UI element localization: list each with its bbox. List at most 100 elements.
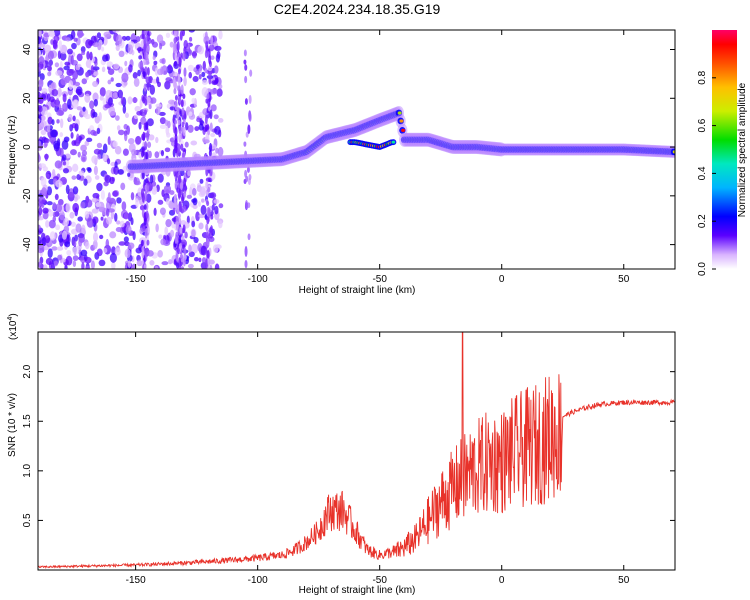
snr-y-multiplier-label: (x10 [8, 320, 19, 340]
svg-text:(x104): (x104) [7, 313, 19, 340]
noise-blob [72, 260, 77, 268]
noise-blob [66, 249, 72, 256]
noise-blob [161, 57, 166, 65]
noise-blob [149, 84, 156, 95]
noise-blob [123, 212, 129, 220]
noise-blob [159, 42, 163, 50]
streak-blob [141, 246, 145, 253]
noise-blob [65, 37, 71, 42]
noise-blob [90, 64, 94, 75]
noise-blob [62, 168, 70, 174]
noise-blob [106, 158, 111, 165]
streak-blob [207, 186, 211, 193]
noise-blob [194, 126, 200, 132]
noise-blob [214, 45, 222, 51]
noise-blob [76, 53, 83, 62]
noise-blob [48, 209, 54, 217]
noise-blob [160, 66, 164, 76]
x-tick-label: -100 [248, 575, 268, 586]
noise-blob [101, 66, 106, 73]
noise-blob [113, 165, 119, 175]
noise-blob [56, 109, 64, 116]
noise-blob [107, 192, 111, 202]
noise-blob [161, 261, 169, 266]
noise-blob [209, 192, 217, 199]
noise-blob [72, 246, 80, 255]
noise-blob [71, 140, 77, 146]
noise-blob [73, 84, 77, 92]
x-tick-label: -150 [126, 274, 146, 285]
noise-blob [201, 86, 209, 97]
noise-blob [115, 115, 120, 121]
streak-blob [180, 188, 184, 196]
noise-blob [38, 49, 42, 58]
noise-blob [138, 55, 143, 60]
noise-blob [91, 197, 99, 203]
streak-blob [178, 56, 182, 68]
noise-blob [90, 129, 97, 136]
colorbar-tick-label: 0.8 [697, 70, 708, 84]
noise-blob [53, 140, 61, 150]
chart-title: C2E4.2024.234.18.35.G19 [274, 1, 441, 17]
noise-blob [199, 178, 204, 184]
noise-blob [43, 44, 52, 53]
y-tick-label: 0 [22, 144, 33, 150]
streak-blob [178, 242, 182, 250]
noise-blob [116, 197, 122, 204]
noise-blob [131, 149, 137, 156]
noise-blob [55, 180, 63, 188]
noise-blob [103, 181, 109, 187]
noise-blob [123, 236, 129, 243]
noise-blob [191, 188, 197, 196]
noise-blob [38, 30, 42, 38]
noise-blob [126, 125, 131, 135]
streak-blob [173, 88, 177, 95]
snr-panel: -150 -100 -50 0 50 0.5 1.0 1.5 2.0 Height of st… [7, 313, 676, 596]
noise-blob [97, 42, 102, 51]
noise-blob [94, 175, 100, 180]
streak-blob [179, 253, 183, 260]
noise-blob [84, 256, 92, 264]
noise-blob [112, 30, 120, 33]
noise-blob [44, 235, 51, 244]
y-tick-label: 20 [22, 92, 33, 104]
noise-blob [135, 135, 142, 145]
noise-blob [57, 254, 63, 261]
ridge-core [401, 128, 406, 132]
noise-blob [57, 87, 62, 97]
noise-blob [109, 176, 115, 185]
noise-blob [38, 66, 41, 73]
noise-blob [102, 54, 109, 62]
snr-y-multiplier-close: ) [8, 313, 19, 316]
streak-blob [174, 52, 178, 61]
noise-blob [169, 229, 175, 238]
noise-blob [150, 97, 157, 104]
noise-blob [213, 114, 219, 120]
noise-blob [83, 178, 88, 186]
streak-blob [144, 141, 148, 151]
noise-blob [65, 184, 70, 195]
noise-blob [48, 84, 53, 94]
noise-blob [188, 251, 195, 258]
noise-blob [155, 223, 159, 233]
streak-blob [207, 97, 211, 108]
noise-blob [64, 61, 71, 66]
noise-blob [112, 92, 118, 99]
noise-blob [72, 202, 80, 213]
noise-blob [38, 43, 46, 48]
noise-blob [147, 250, 154, 257]
noise-blob [205, 177, 212, 183]
noise-blob [127, 172, 131, 177]
noise-blob [118, 50, 125, 58]
noise-blob [125, 112, 130, 118]
noise-blob [48, 59, 53, 66]
noise-blob [189, 88, 196, 96]
noise-blob [152, 55, 156, 61]
noise-blob [99, 95, 104, 101]
noise-blob [41, 88, 48, 94]
spectrogram-y-label: Frequency (Hz) [7, 116, 18, 185]
noise-blob [84, 113, 91, 120]
noise-blob [93, 148, 101, 155]
spectrogram-x-ticks: -150 -100 -50 0 50 [126, 30, 630, 285]
noise-blob [157, 173, 164, 183]
